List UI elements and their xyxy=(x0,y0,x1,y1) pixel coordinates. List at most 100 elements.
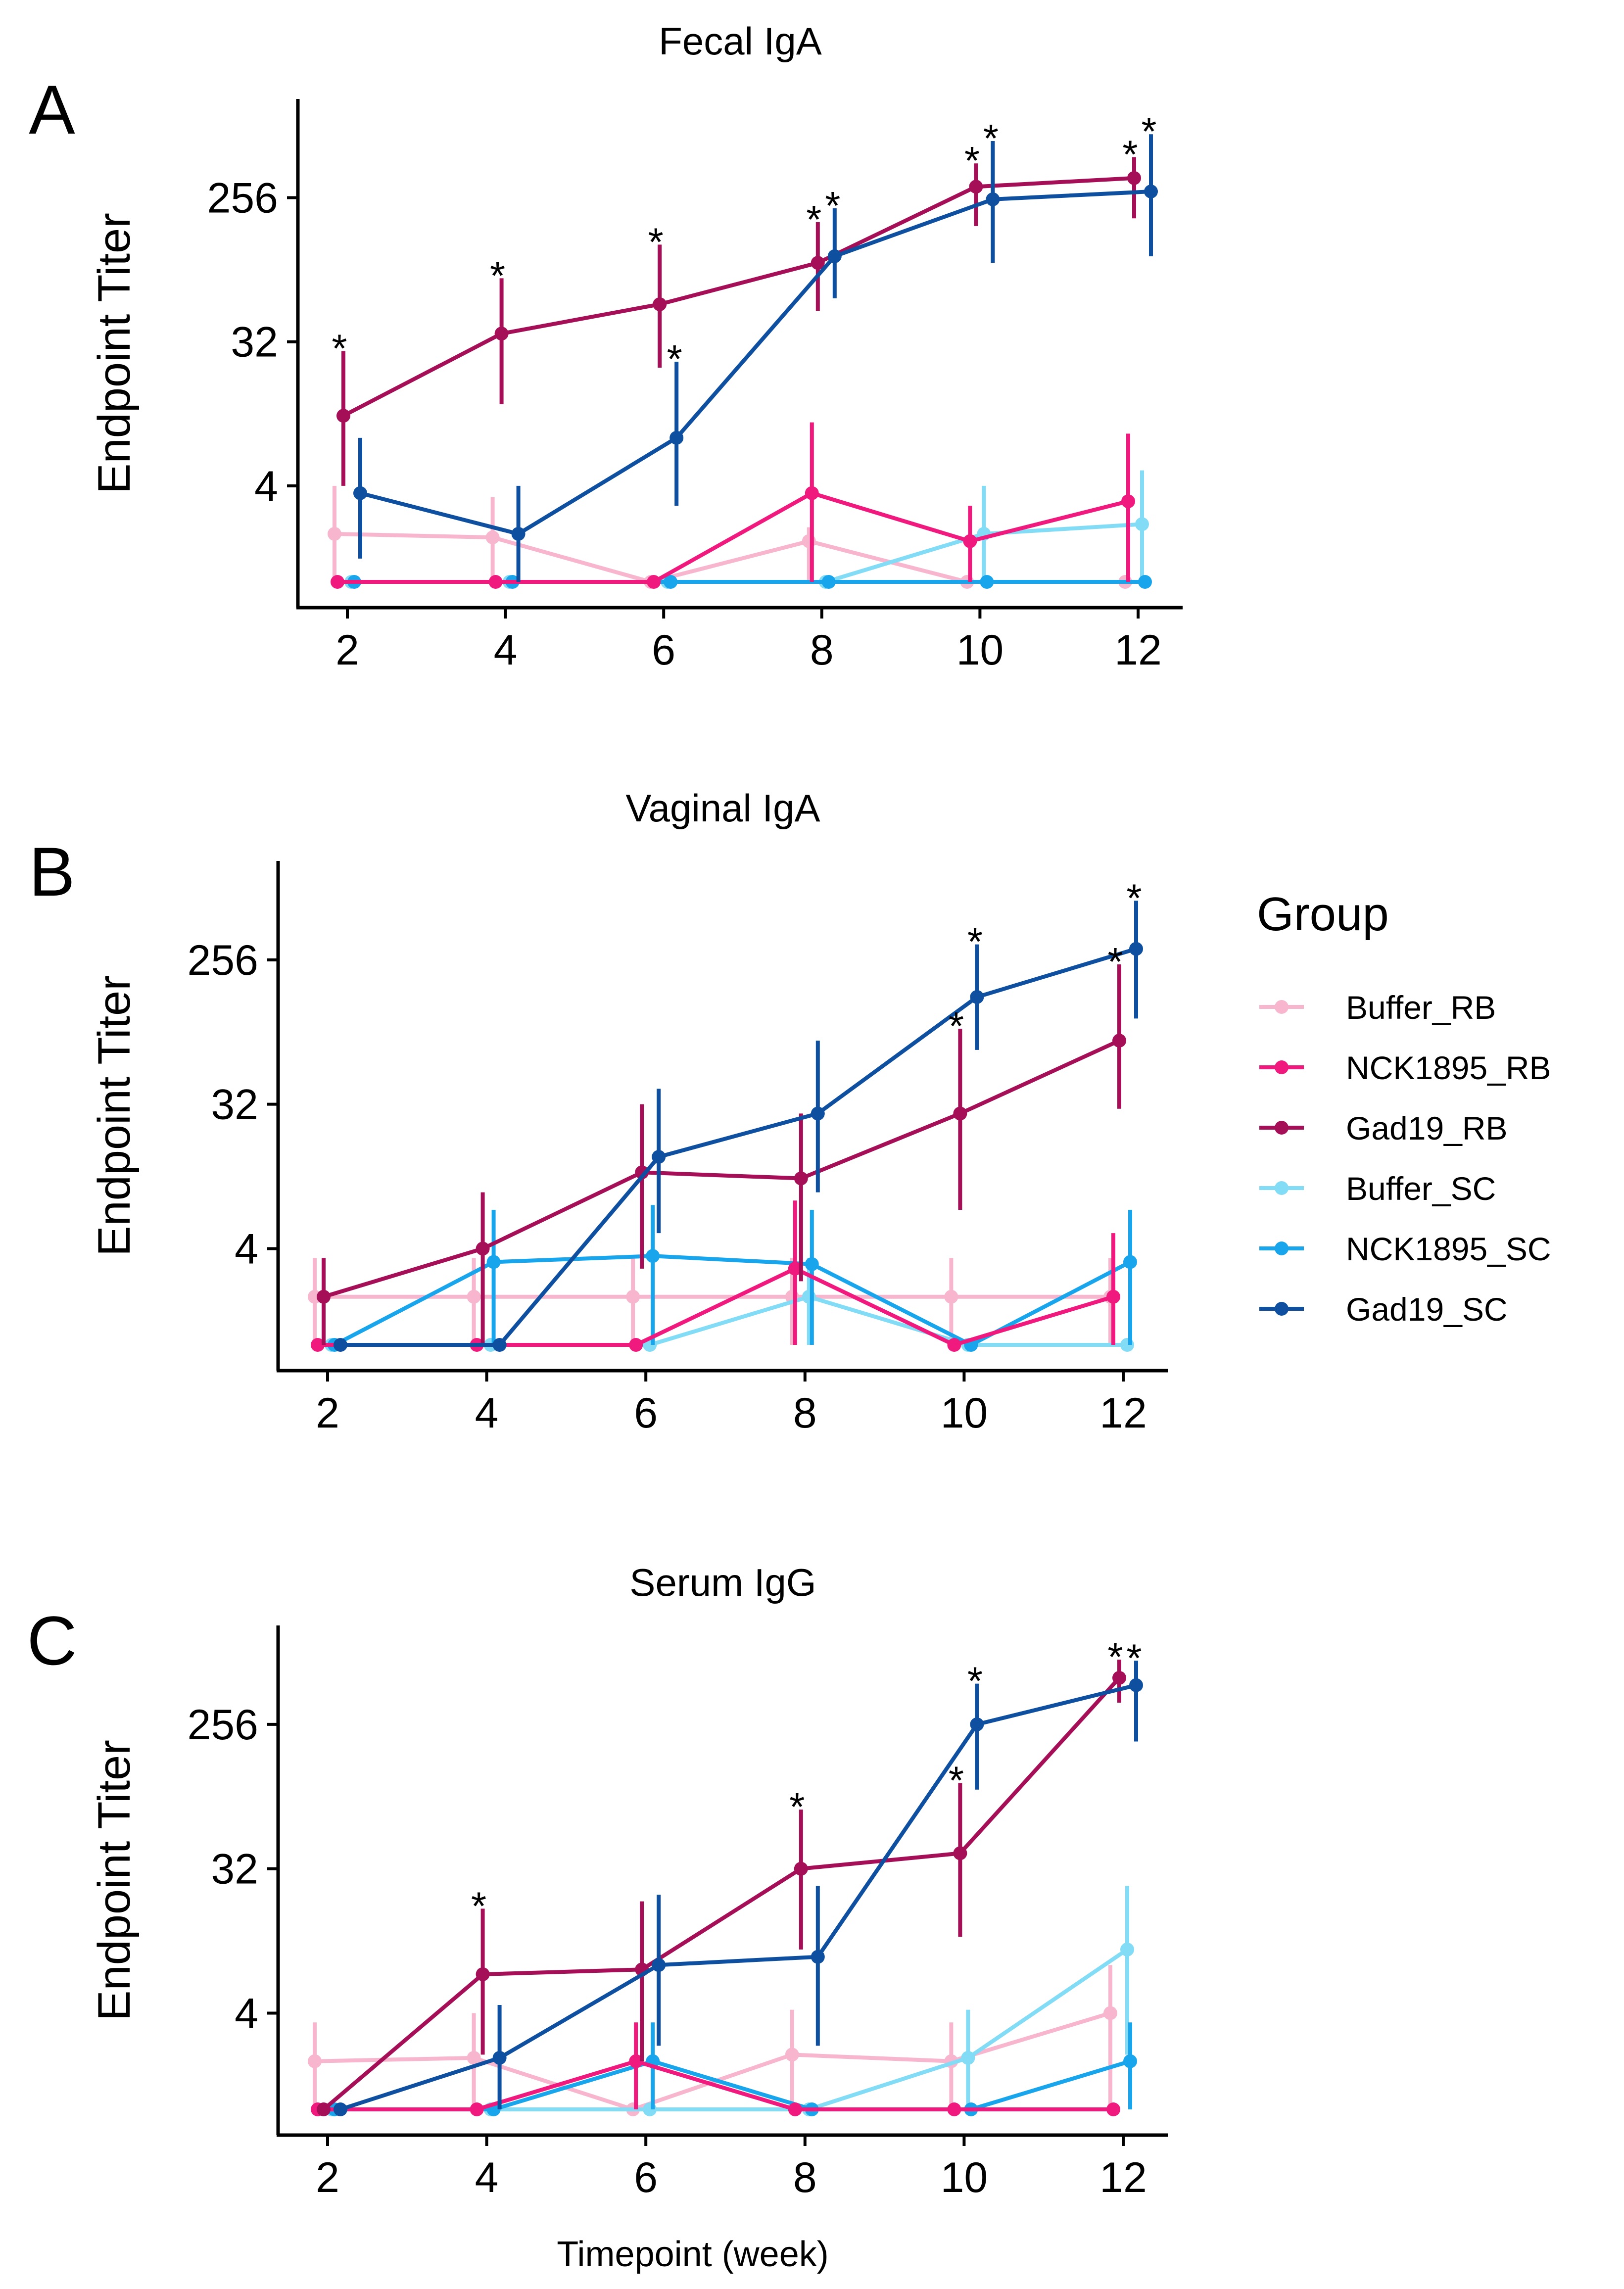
legend-swatch-dot xyxy=(1275,1241,1289,1255)
data-point xyxy=(1127,171,1141,185)
y-tick-label: 4 xyxy=(254,463,278,510)
legend-items: Buffer_RB NCK1895_RB Gad19_RB Buffer_SC NCK1… xyxy=(1259,989,1551,1328)
data-point xyxy=(788,1261,802,1276)
significance-star: * xyxy=(964,139,980,183)
significance-star: * xyxy=(1107,940,1123,984)
significance-star: * xyxy=(1122,132,1138,176)
series-gad19-rb xyxy=(336,157,1141,486)
chart-title: Serum IgG xyxy=(629,1561,816,1604)
y-axis-label: Endpoint Titer xyxy=(89,213,140,494)
data-point xyxy=(647,575,661,589)
data-point xyxy=(794,1171,808,1186)
data-point xyxy=(669,430,684,445)
y-tick-label: 256 xyxy=(207,175,279,222)
x-tick-label: 2 xyxy=(316,2154,339,2201)
x-tick-label: 10 xyxy=(956,626,1004,674)
data-point xyxy=(653,297,667,311)
x-tick-label: 12 xyxy=(1099,1389,1147,1437)
legend-label: NCK1895_SC xyxy=(1346,1231,1551,1267)
legend-label: NCK1895_RB xyxy=(1346,1049,1551,1086)
legend-item-nck1895-rb: NCK1895_RB xyxy=(1259,1049,1551,1086)
data-point xyxy=(476,1241,490,1256)
legend-swatch-dot xyxy=(1275,1181,1289,1195)
series-line xyxy=(337,491,1129,584)
data-point xyxy=(308,2054,322,2068)
data-point xyxy=(629,1338,643,1352)
data-point xyxy=(986,192,1000,206)
x-tick-label: 6 xyxy=(652,626,675,674)
data-point xyxy=(488,575,503,589)
series-line xyxy=(318,2059,1113,2111)
y-tick-label: 4 xyxy=(235,1990,258,2037)
legend: Group Buffer_RBNCK1895_RBGad19_RBBuffer_… xyxy=(1257,888,1551,1328)
series-gad19-sc xyxy=(334,901,1143,1352)
legend-swatch-dot xyxy=(1275,1302,1289,1316)
data-point xyxy=(467,1289,481,1304)
significance-star: * xyxy=(983,116,999,160)
y-tick-label: 256 xyxy=(188,937,259,984)
x-tick-label: 12 xyxy=(1099,2154,1147,2201)
significance-star: * xyxy=(1107,1635,1123,1679)
significance-star: * xyxy=(1141,109,1156,153)
data-point xyxy=(317,1289,331,1304)
data-point xyxy=(1112,1034,1126,1048)
data-point xyxy=(334,1338,347,1352)
series-buffer-rb xyxy=(308,1258,1117,1345)
x-tick-label: 10 xyxy=(941,1389,988,1437)
data-point xyxy=(485,530,500,545)
significance-star: * xyxy=(967,1659,983,1703)
data-point xyxy=(980,575,994,589)
data-point xyxy=(811,1950,825,1964)
data-point xyxy=(470,2102,484,2116)
chart-title: Vaginal IgA xyxy=(625,786,820,830)
data-point xyxy=(794,1861,808,1876)
significance-star: * xyxy=(1126,1636,1142,1680)
series-line xyxy=(322,1676,1121,2111)
series-gad19-rb xyxy=(317,964,1126,1345)
data-point xyxy=(492,2051,507,2065)
data-point xyxy=(827,249,842,263)
y-axis-label: Endpoint Titer xyxy=(89,975,140,1256)
data-point xyxy=(1138,575,1152,589)
series-line xyxy=(360,190,1151,536)
data-point xyxy=(961,2051,975,2065)
series-gad19-rb xyxy=(317,1660,1126,2116)
data-point xyxy=(1103,2006,1117,2020)
data-point xyxy=(494,327,509,341)
significance-star: * xyxy=(471,1884,486,1928)
data-point xyxy=(821,575,836,589)
data-point xyxy=(1106,2102,1120,2116)
data-point xyxy=(492,1338,507,1352)
legend-item-nck1895-sc: NCK1895_SC xyxy=(1259,1231,1551,1267)
data-point xyxy=(664,575,678,589)
data-point xyxy=(785,2048,799,2062)
significance-star: * xyxy=(949,1004,964,1048)
significance-star: * xyxy=(949,1758,964,1802)
legend-item-gad19-sc: Gad19_SC xyxy=(1259,1291,1508,1328)
x-tick-label: 2 xyxy=(335,626,359,674)
y-axis-label: Endpoint Titer xyxy=(89,1740,140,2021)
data-point xyxy=(811,1106,825,1121)
legend-label: Gad19_SC xyxy=(1346,1291,1508,1328)
data-point xyxy=(635,1165,649,1180)
data-point xyxy=(629,2054,643,2068)
data-point xyxy=(476,1967,490,1981)
data-point xyxy=(944,1289,958,1304)
data-point xyxy=(947,2102,961,2116)
series-line xyxy=(340,947,1137,1347)
data-point xyxy=(626,1289,640,1304)
legend-swatch-dot xyxy=(1275,1000,1289,1014)
series-line xyxy=(339,1683,1137,2111)
significance-star: * xyxy=(825,184,840,228)
y-tick-label: 32 xyxy=(211,1081,258,1129)
data-point xyxy=(486,1255,501,1269)
significance-star: * xyxy=(967,920,983,964)
data-point xyxy=(331,575,344,589)
significance-star: * xyxy=(332,326,347,370)
data-point xyxy=(805,1257,819,1271)
x-tick-label: 6 xyxy=(634,1389,658,1437)
data-point xyxy=(646,1249,660,1263)
legend-item-buffer-sc: Buffer_SC xyxy=(1259,1170,1496,1207)
